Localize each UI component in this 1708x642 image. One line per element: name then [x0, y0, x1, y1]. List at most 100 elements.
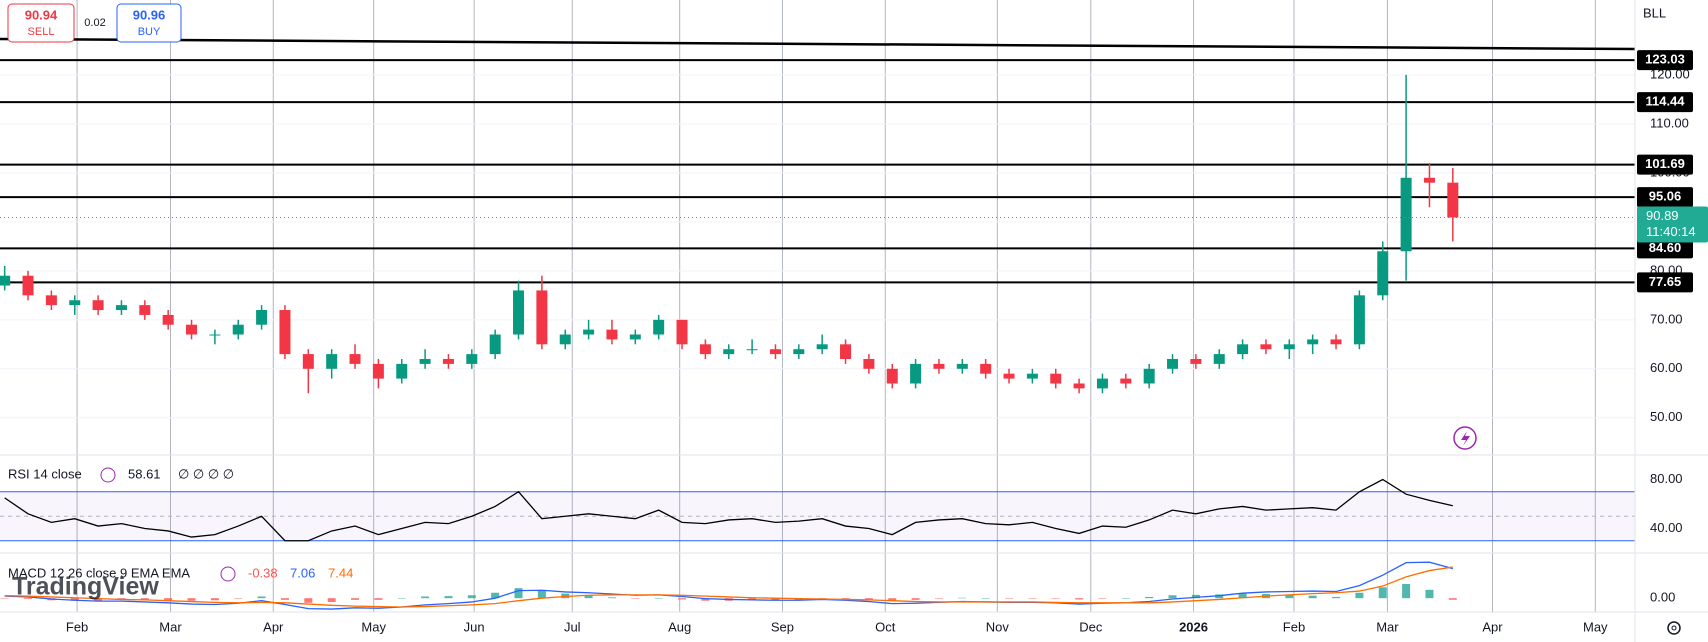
candle-body [1283, 344, 1295, 350]
candle-body [1353, 295, 1365, 345]
x-tick-label: Nov [986, 619, 1010, 634]
x-tick-label: Oct [875, 619, 896, 634]
x-tick-label: Sep [771, 619, 794, 634]
rsi-icon [100, 467, 116, 483]
level-label-box [1637, 92, 1693, 113]
signal-line [4, 566, 1453, 608]
macd-histogram-bar [981, 598, 990, 599]
candle-body [372, 363, 384, 379]
candle-body [816, 344, 828, 350]
candle-body [1260, 344, 1272, 350]
macd-histogram-bar [1378, 587, 1387, 599]
rsi-tick-label: 80.00 [1650, 471, 1683, 486]
candle-body [1026, 373, 1038, 379]
candle-body [302, 354, 314, 369]
sell-button[interactable] [7, 3, 75, 43]
candle-body [139, 305, 151, 315]
rsi-title: RSI 14 close [8, 466, 82, 481]
candle-body [1400, 177, 1412, 252]
macd-histogram-bar [1145, 596, 1154, 599]
event-icon-bolt [1461, 431, 1470, 446]
candle-body [980, 363, 992, 374]
candle-body [69, 300, 81, 306]
macd-histogram-bar [1005, 598, 1014, 599]
macd-histogram-bar [1121, 598, 1130, 599]
x-tick-label: Apr [1482, 619, 1503, 634]
macd-histogram-bar [1028, 598, 1037, 599]
candle-body [1307, 339, 1319, 345]
macd-histogram-bar [934, 598, 943, 599]
level-label-box [1637, 154, 1693, 175]
candle-body [22, 275, 34, 296]
last-price-box [1637, 206, 1708, 243]
macd-histogram-bar [1425, 589, 1434, 599]
macd-histogram-bar [958, 597, 967, 599]
y-tick-label: 120.00 [1650, 66, 1690, 81]
macd-histogram-bar [888, 598, 897, 602]
macd-histogram-bar [257, 596, 266, 599]
macd-tick-label: 0.00 [1650, 590, 1675, 605]
sell-label: SELL [28, 26, 55, 38]
candle-body [186, 324, 198, 335]
candle-body [1073, 383, 1085, 389]
macd-histogram-bar [70, 598, 79, 601]
event-icon[interactable] [1453, 426, 1477, 450]
macd-histogram-bar [1191, 594, 1200, 599]
macd-histogram-bar [841, 598, 850, 600]
candle-body [956, 363, 968, 369]
candle-body [1120, 378, 1132, 384]
candle-body [559, 334, 571, 345]
candle-body [209, 334, 221, 336]
x-tick-label: Dec [1079, 619, 1103, 634]
macd-histogram-bar [351, 598, 360, 600]
macd-histogram-bar [654, 598, 663, 599]
candle-body [232, 324, 244, 335]
x-tick-label: Feb [66, 619, 88, 634]
level-label: 77.65 [1649, 274, 1682, 289]
candle-body [326, 354, 338, 369]
candle-body [723, 349, 735, 355]
y-tick-label: 70.00 [1650, 311, 1683, 326]
candle-body [1167, 359, 1179, 369]
rsi-value: 58.61 [128, 466, 161, 481]
macd-histogram-bar [304, 598, 313, 603]
candle-body [676, 319, 688, 345]
candle-body [1213, 354, 1225, 364]
macd-histogram-bar [537, 590, 546, 599]
settings-icon[interactable] [1667, 621, 1681, 635]
candle-body [1143, 368, 1155, 384]
level-label: 101.69 [1645, 156, 1685, 171]
level-label: 84.60 [1649, 240, 1682, 255]
last-price: 90.89 [1646, 208, 1679, 223]
spread: 0.02 [84, 17, 105, 29]
macd-histogram-bar [374, 598, 383, 600]
candle-body [256, 310, 268, 325]
candle-body [1237, 344, 1249, 355]
buy-button[interactable] [116, 3, 182, 43]
macd-histogram-bar [467, 595, 476, 599]
symbol[interactable]: BLL [1643, 5, 1666, 20]
macd-histogram-bar [514, 588, 523, 599]
macd-histogram-bar [1285, 594, 1294, 599]
candle-body [606, 329, 618, 340]
candle-body [489, 334, 501, 355]
candle-body [536, 290, 548, 345]
candle-body [1003, 373, 1015, 379]
y-tick-label: 50.00 [1650, 409, 1683, 424]
candle-body [513, 290, 525, 335]
macd-histogram-bar [1238, 593, 1247, 599]
macd-histogram-bar [0, 598, 9, 599]
candle-body [699, 344, 711, 355]
settings-icon-center [1671, 625, 1677, 631]
macd-histogram-bar [280, 598, 289, 600]
macd-histogram-bar [1402, 583, 1411, 599]
candle-body [442, 359, 454, 364]
macd-value: 7.06 [290, 565, 315, 580]
level-label-box [1637, 238, 1693, 259]
candle-body [583, 329, 595, 335]
candle-body [45, 295, 57, 306]
macd-histogram-bar [164, 598, 173, 601]
macd-histogram-bar [1168, 595, 1177, 599]
x-tick-label: Mar [159, 619, 182, 634]
